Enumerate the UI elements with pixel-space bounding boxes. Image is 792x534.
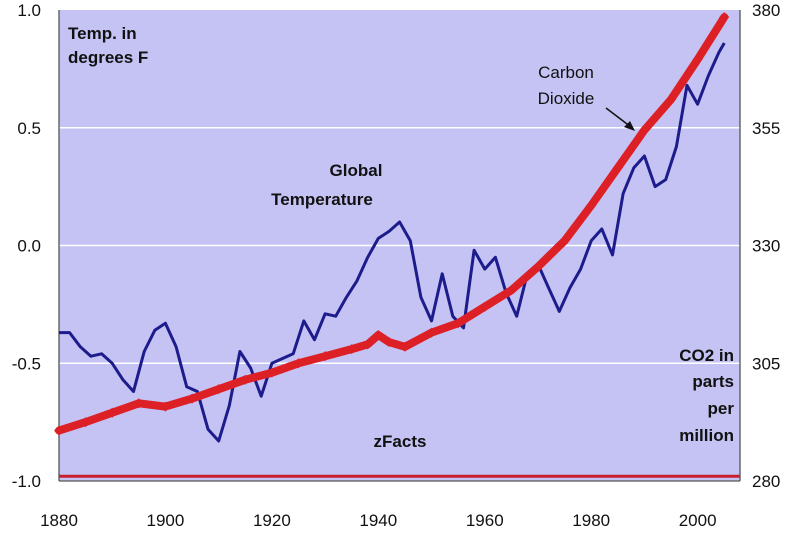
- left-axis-label-line-1: Temp. in: [68, 24, 137, 43]
- y-left-tick-0: 1.0: [17, 1, 41, 20]
- temperature-line: [59, 42, 726, 443]
- right-axis-label-line-1: CO2 in: [679, 346, 734, 365]
- co2-point-1940: [373, 329, 384, 340]
- co2-point-1880: [54, 425, 64, 436]
- co2-point-1960: [479, 301, 490, 312]
- co2-point-1915: [240, 374, 251, 385]
- right-axis-label-line-2: parts: [692, 372, 734, 391]
- co2-point-1920: [266, 367, 277, 378]
- right-axis-label-line-3: per: [708, 399, 735, 418]
- x-tick-1900: 1900: [147, 511, 185, 529]
- co2-annotation-arrowhead: [624, 121, 635, 131]
- y-right-tick-330: 330: [752, 237, 780, 256]
- right-axis-label-line-4: million: [679, 426, 734, 445]
- watermark: zFacts: [374, 432, 427, 451]
- x-tick-1980: 1980: [572, 511, 610, 529]
- y-left-tick-2: 0.0: [17, 237, 41, 256]
- co2-point-1945: [399, 341, 410, 352]
- co2-point-1942: [383, 337, 394, 348]
- co2-point-1990: [639, 125, 650, 136]
- axes: [58, 10, 741, 482]
- x-tick-1920: 1920: [253, 511, 291, 529]
- co2-point-2000: [692, 54, 703, 65]
- temperature-annotation-line-2: Temperature: [271, 190, 373, 209]
- co2-point-1965: [506, 285, 517, 296]
- co2-annotation-arrow: [605, 107, 632, 128]
- co2-point-2005: [719, 12, 730, 23]
- co2-point-1975: [559, 235, 570, 246]
- co2-point-1905: [187, 393, 198, 404]
- co2-point-1970: [532, 261, 543, 272]
- x-tick-1940: 1940: [359, 511, 397, 529]
- y-right-tick-355: 355: [752, 119, 780, 138]
- co2-point-1980: [586, 200, 597, 211]
- co2-point-1895: [133, 398, 144, 409]
- co2-point-1925: [293, 358, 304, 369]
- co2-point-1900: [160, 401, 171, 412]
- co2-point-1995: [666, 94, 677, 105]
- co2-point-1950: [426, 327, 437, 338]
- co2-point-1985: [612, 162, 623, 173]
- co2-line: [55, 13, 729, 435]
- left-axis-label-line-2: degrees F: [68, 48, 148, 67]
- y-right-tick-305: 305: [752, 354, 780, 373]
- y-left-tick-1: 0.5: [17, 119, 41, 138]
- tick-labels: 1880 1900 1920 1940 1960 1980 2000 1.0 0.5 0.0 -0.…: [12, 1, 781, 530]
- series-layer: [54, 12, 730, 443]
- co2-annotation-line-1: Carbon: [538, 63, 594, 82]
- co2-point-1955: [453, 318, 464, 329]
- y-left-tick-3: -0.5: [12, 354, 41, 373]
- co2-point-1935: [346, 344, 357, 355]
- x-tick-1960: 1960: [466, 511, 504, 529]
- y-left-tick-4: -1.0: [12, 472, 41, 491]
- co2-point-1938: [362, 339, 373, 350]
- y-right-tick-280: 280: [752, 472, 780, 491]
- co2-point-1910: [213, 384, 224, 395]
- co2-point-1930: [320, 351, 331, 362]
- x-tick-1880: 1880: [40, 511, 78, 529]
- y-right-tick-380: 380: [752, 1, 780, 20]
- co2-point-1885: [80, 417, 91, 428]
- temperature-annotation-line-1: Global: [330, 161, 383, 180]
- x-tick-2000: 2000: [679, 511, 717, 529]
- co2-point-1890: [107, 407, 118, 418]
- co2-annotation-line-2: Dioxide: [538, 89, 595, 108]
